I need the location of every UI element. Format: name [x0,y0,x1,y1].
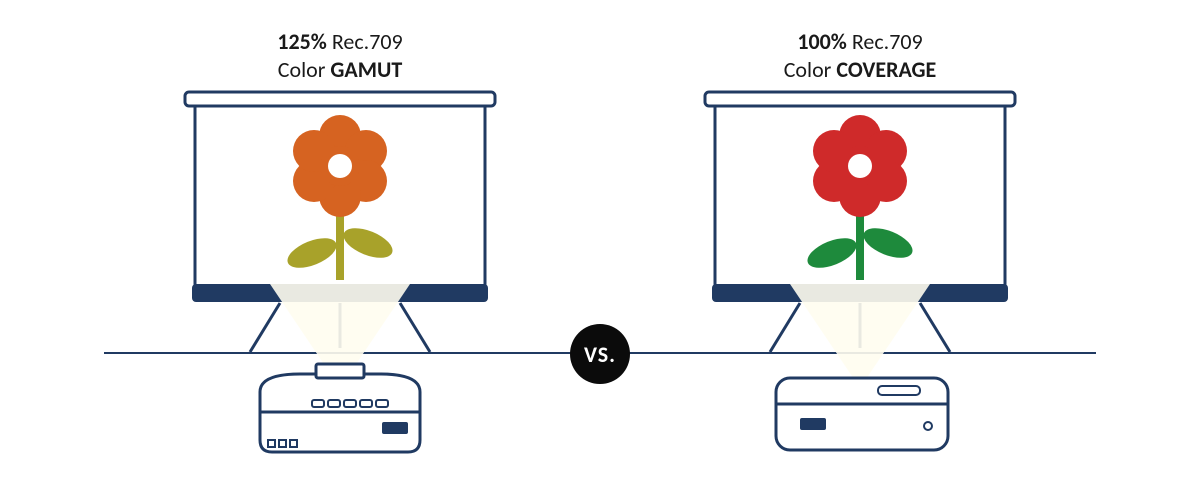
vs-badge: VS. [570,324,630,384]
coverage-percent: 100% [797,28,847,55]
gamut-illustration [80,88,600,468]
gamut-percent: 125% [277,28,327,55]
gamut-spec: Rec.709 [332,28,403,55]
infographic-root: 125% Rec.709 Color GAMUT [0,0,1200,501]
gamut-line2-bold: GAMUT [330,56,402,83]
panel-coverage: 100% Rec.709 Color COVERAGE [600,0,1120,501]
panel-gamut: 125% Rec.709 Color GAMUT [80,0,600,501]
coverage-line2-pre: Color [784,56,837,83]
coverage-spec: Rec.709 [852,28,923,55]
coverage-illustration [600,88,1120,468]
panel-gamut-title: 125% Rec.709 Color GAMUT [80,0,600,83]
panel-coverage-title: 100% Rec.709 Color COVERAGE [600,0,1120,83]
gamut-line2-pre: Color [278,56,331,83]
coverage-line2-bold: COVERAGE [836,56,936,83]
vs-label: VS. [584,341,616,368]
